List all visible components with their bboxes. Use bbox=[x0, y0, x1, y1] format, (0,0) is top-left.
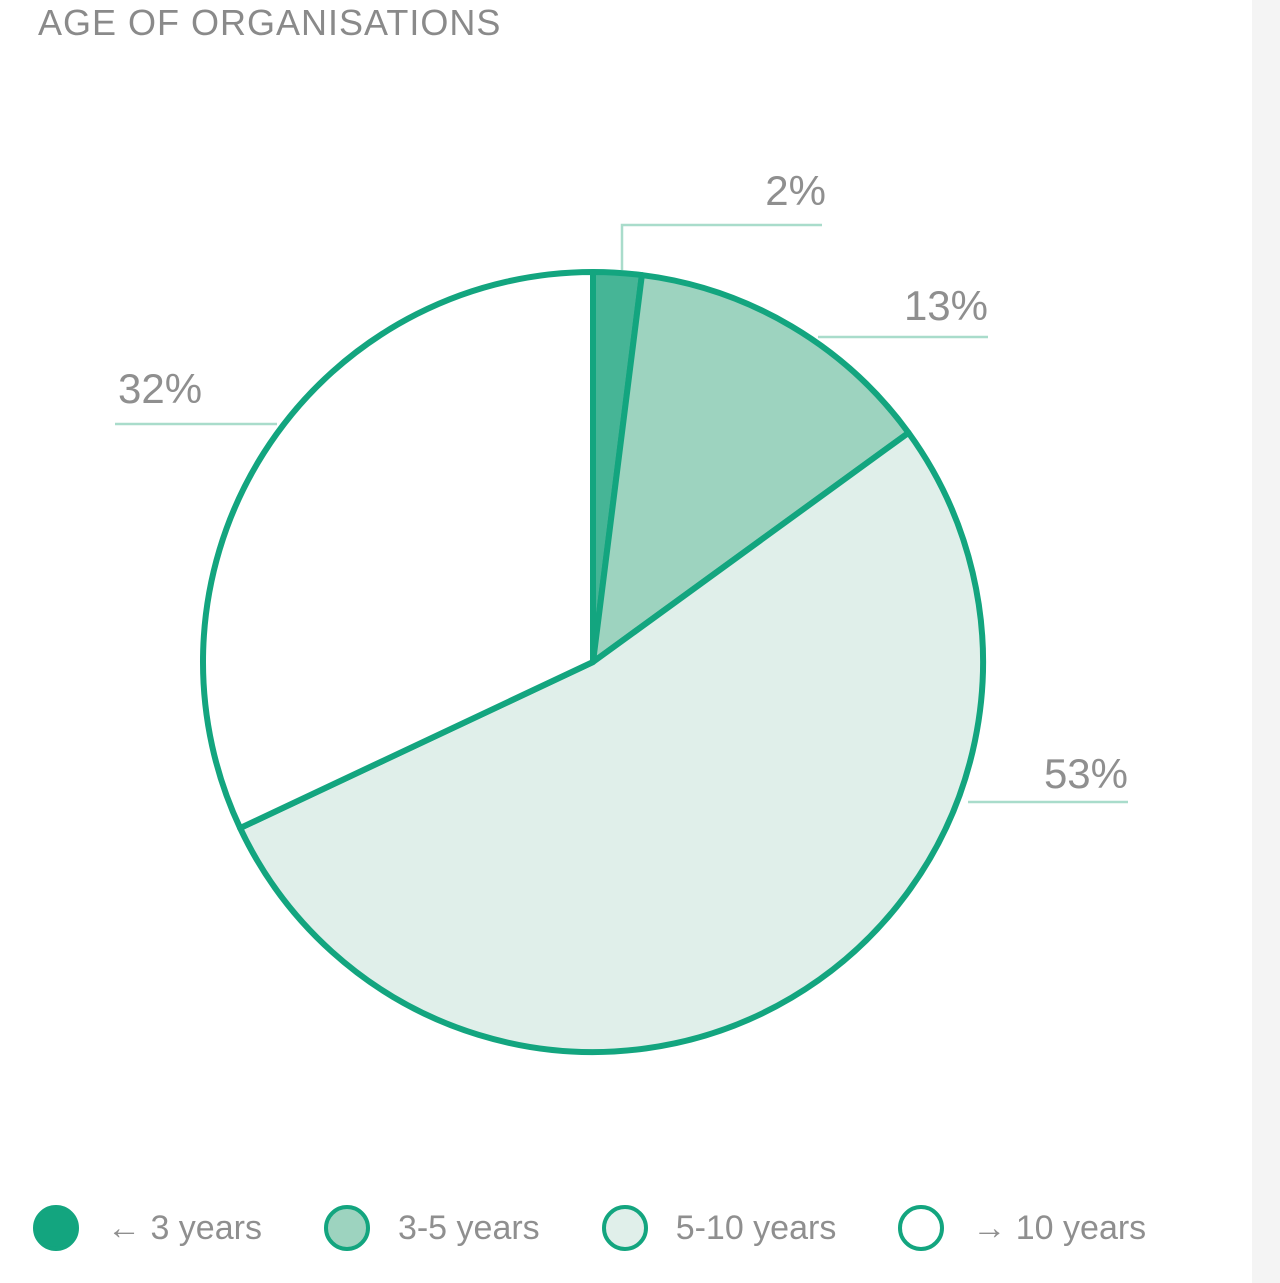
legend-swatch-over-10-years bbox=[898, 1205, 945, 1251]
legend-item-3-5-years: 3-5 years bbox=[323, 1205, 540, 1251]
slice-5-10-years bbox=[237, 429, 986, 1055]
slice-3-5-years bbox=[590, 272, 912, 665]
legend-swatch-3-5-years bbox=[323, 1205, 370, 1251]
legend-item-under-3-years: ← 3 years bbox=[33, 1205, 262, 1251]
legend-swatch-5-10-years bbox=[601, 1205, 648, 1251]
data-label: 53% bbox=[1044, 750, 1128, 797]
slice-over-10-years bbox=[200, 269, 596, 832]
legend-label: → 10 years bbox=[972, 1208, 1147, 1247]
pie-slices bbox=[200, 269, 986, 1055]
chart-title: AGE OF ORGANISATIONS bbox=[38, 2, 502, 43]
legend-label: 3-5 years bbox=[397, 1208, 540, 1247]
legend-item-5-10-years: 5-10 years bbox=[601, 1205, 837, 1251]
right-edge-strip bbox=[1252, 0, 1280, 1283]
data-labels: 2% 13% 53% 32% bbox=[118, 167, 1128, 797]
legend-swatch-under-3-years bbox=[33, 1205, 79, 1251]
leader-line bbox=[620, 223, 822, 270]
data-label: 2% bbox=[765, 167, 826, 214]
data-label: 32% bbox=[118, 365, 202, 412]
data-label: 13% bbox=[904, 282, 988, 329]
legend-label: ← 3 years bbox=[107, 1208, 262, 1247]
legend-item-over-10-years: → 10 years bbox=[898, 1205, 1146, 1251]
legend-label: 5-10 years bbox=[675, 1208, 837, 1247]
pie-chart: 2% 13% 53% 32% bbox=[115, 167, 1128, 1055]
legend: ← 3 years 3-5 years 5-10 years → 10 year… bbox=[33, 1198, 1146, 1258]
leader-lines bbox=[115, 223, 1128, 804]
